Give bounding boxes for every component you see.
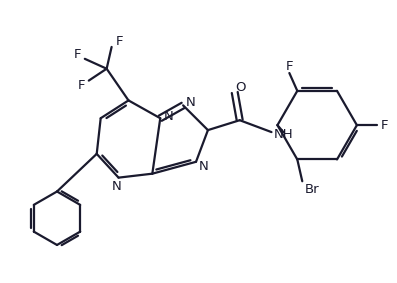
Text: O: O — [235, 81, 246, 94]
Text: F: F — [74, 48, 82, 61]
Text: N: N — [163, 110, 173, 123]
Text: NH: NH — [274, 128, 293, 141]
Text: N: N — [199, 160, 209, 173]
Text: F: F — [285, 60, 293, 73]
Text: F: F — [381, 119, 388, 132]
Text: F: F — [116, 35, 123, 48]
Text: N: N — [186, 96, 196, 109]
Text: F: F — [78, 79, 86, 92]
Text: N: N — [112, 180, 121, 193]
Text: Br: Br — [305, 183, 320, 196]
